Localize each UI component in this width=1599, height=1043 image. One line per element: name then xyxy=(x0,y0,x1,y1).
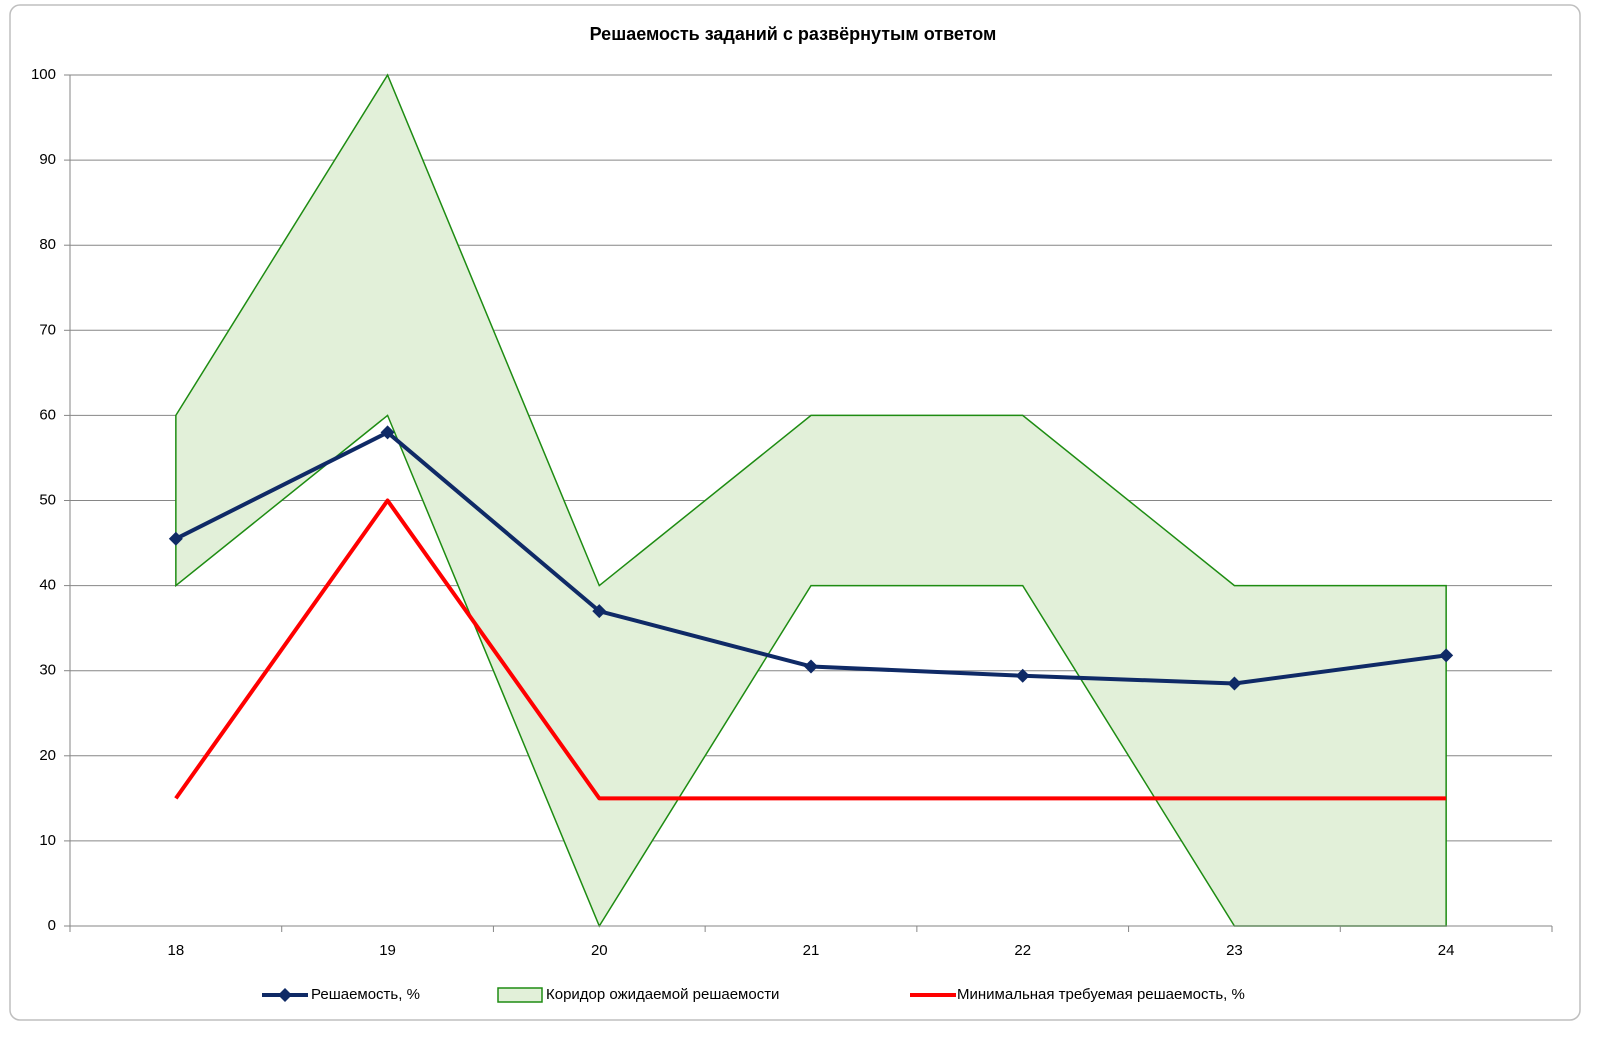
y-tick-label: 40 xyxy=(39,577,56,594)
legend-swatch xyxy=(278,988,292,1002)
series-marker xyxy=(592,604,607,619)
legend-label: Минимальная требуемая решаемость, % xyxy=(957,986,1245,1003)
series-marker xyxy=(804,659,818,674)
x-tick-label: 18 xyxy=(168,942,185,959)
y-tick-label: 70 xyxy=(39,321,56,338)
series-line xyxy=(174,498,1447,801)
y-tick-label: 100 xyxy=(31,66,56,83)
y-tick-label: 60 xyxy=(39,406,56,423)
y-tick-label: 30 xyxy=(39,662,56,679)
legend-label: Решаемость, % xyxy=(311,986,420,1003)
series-marker xyxy=(1227,676,1242,691)
y-tick-label: 50 xyxy=(39,491,56,508)
series-marker xyxy=(1015,668,1030,683)
series-marker xyxy=(380,425,395,440)
y-tick-label: 90 xyxy=(39,151,56,168)
x-tick-label: 21 xyxy=(803,942,820,959)
series-marker xyxy=(1439,648,1454,663)
series-marker xyxy=(168,531,183,546)
legend-swatch xyxy=(497,987,543,1003)
x-tick-label: 19 xyxy=(379,942,396,959)
chart-title: Решаемость заданий с развёрнутым ответом xyxy=(590,24,997,44)
legend-label: Коридор ожидаемой решаемости xyxy=(546,986,779,1003)
x-tick-label: 23 xyxy=(1226,942,1243,959)
y-tick-label: 10 xyxy=(39,832,56,849)
y-tick-label: 80 xyxy=(39,236,56,253)
y-tick-label: 0 xyxy=(48,917,56,934)
x-tick-label: 20 xyxy=(591,942,608,959)
x-tick-label: 22 xyxy=(1014,942,1031,959)
y-tick-label: 20 xyxy=(39,747,56,764)
x-tick-label: 24 xyxy=(1438,942,1455,959)
